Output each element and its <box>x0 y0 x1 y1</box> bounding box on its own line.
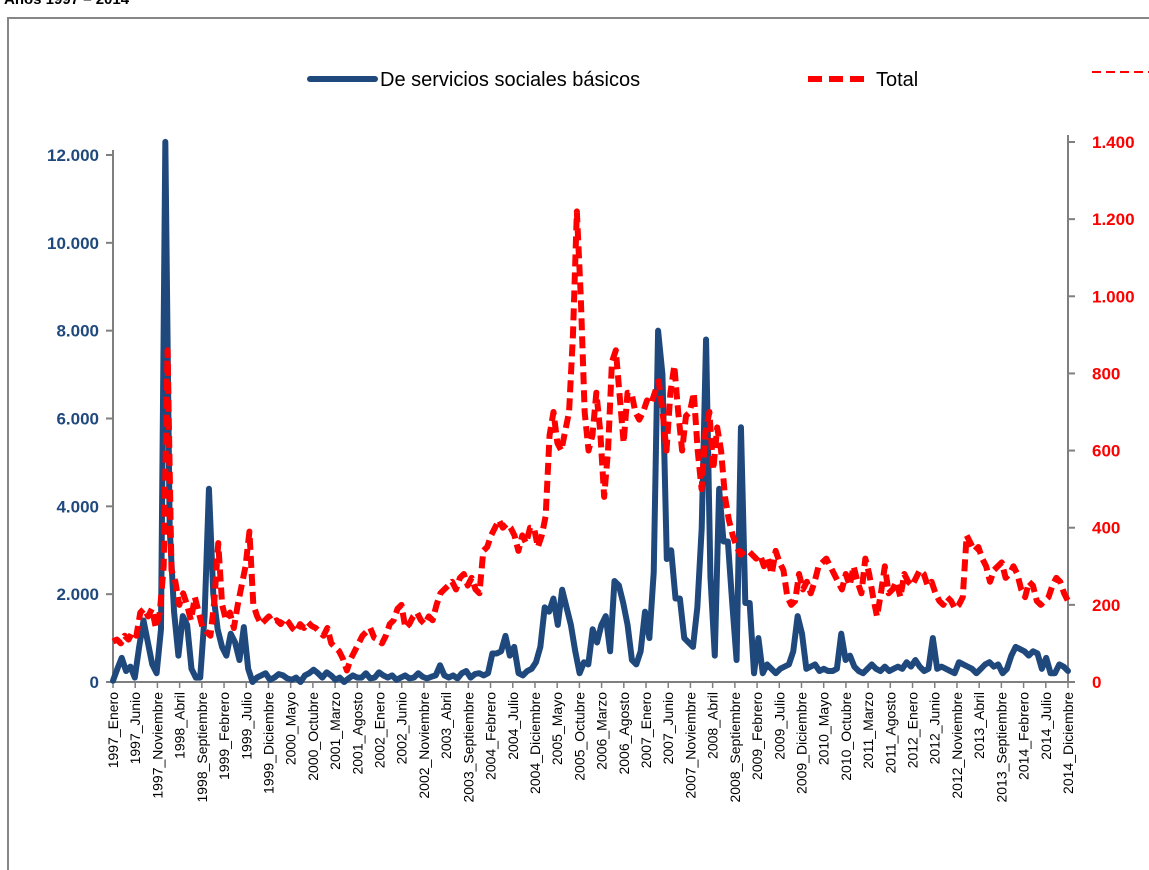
x-tick-label: 2009_Febrero <box>749 692 765 780</box>
y-right-tick-label: 1.200 <box>1092 210 1135 229</box>
x-tick-label: 2000_Octubre <box>305 692 321 781</box>
x-tick-label: 2014_Julio <box>1038 692 1054 760</box>
y-left-tick-label: 8.000 <box>56 322 99 341</box>
x-tick-label: 2011_Agosto <box>882 692 898 774</box>
legend-label-total: Total <box>876 69 918 91</box>
y-left-tick-label: 10.000 <box>47 234 99 253</box>
x-tick-label: 1997_Junio <box>127 692 143 765</box>
x-tick-label: 2000_Mayo <box>283 692 299 765</box>
x-tick-label: 2004_Diciembre <box>527 692 543 794</box>
y-right-tick-label: 800 <box>1092 364 1120 383</box>
x-tick-label: 2006_Agosto <box>616 692 632 775</box>
x-tick-label: 2001_Agosto <box>349 692 365 775</box>
series-line-total <box>111 208 1071 674</box>
y-left-tick-label: 0 <box>90 673 99 692</box>
x-tick-label: 2008_Abril <box>705 692 721 759</box>
y-right-tick-label: 600 <box>1092 442 1120 461</box>
series-line-servicios <box>110 138 1071 685</box>
x-tick-label: 1997_Noviembre <box>149 692 165 799</box>
x-tick-label: 1999_Julio <box>238 692 254 760</box>
x-tick-label: 2005_Mayo <box>549 692 565 765</box>
x-tick-label: 2003_Septiembre <box>460 692 476 803</box>
x-tick-label: 2006_Marzo <box>594 692 610 770</box>
x-tick-label: 2007_Noviembre <box>682 692 698 799</box>
x-tick-label: 2004_Julio <box>505 692 521 760</box>
x-tick-label: 2010_Octubre <box>838 692 854 781</box>
x-tick-label: 2013_Septiembre <box>993 692 1009 803</box>
y-right-tick-label: 0 <box>1092 673 1101 692</box>
x-tick-label: 1997_Enero <box>105 692 121 769</box>
y-left-tick-label: 2.000 <box>56 585 99 604</box>
x-tick-label: 2004_Febrero <box>483 692 499 780</box>
legend: De servicios sociales básicos Total <box>307 69 1149 91</box>
x-tick-label: 2014_Febrero <box>1016 692 1032 780</box>
y-left-tick-label: 12.000 <box>47 146 99 165</box>
x-tick-label: 2008_Septiembre <box>727 692 743 803</box>
x-tick-label: 2002_Junio <box>394 692 410 765</box>
series-layer <box>110 138 1071 685</box>
y-right-tick-label: 200 <box>1092 596 1120 615</box>
x-tick-label: 2007_Junio <box>660 692 676 765</box>
x-tick-label: 2007_Enero <box>638 692 654 769</box>
x-tick-label: 1999_Diciembre <box>260 692 276 794</box>
x-tick-label: 2009_Julio <box>771 692 787 760</box>
x-tick-label: 2003_Abril <box>438 692 454 759</box>
x-tick-label: 1999_Febrero <box>216 692 232 780</box>
x-tick-label: 2009_Diciembre <box>793 692 809 794</box>
x-tick-label: 1998_Septiembre <box>194 692 210 803</box>
axes: 0 2.000 4.000 6.000 8.000 10.000 12.000 0 200 400… <box>47 133 1135 803</box>
y-left-tick-label: 6.000 <box>56 410 99 429</box>
x-tick-label: 1998_Abril <box>172 692 188 759</box>
x-tick-label: 2005_Octubre <box>571 692 587 781</box>
x-tick-label: 2001_Marzo <box>327 692 343 770</box>
legend-label-servicios: De servicios sociales básicos <box>380 69 640 91</box>
x-tick-label: 2013_Abril <box>971 692 987 759</box>
x-tick-label: 2012_Noviembre <box>949 692 965 799</box>
y-left-tick-label: 4.000 <box>56 497 99 516</box>
x-tick-label: 2010_Mayo <box>816 692 832 765</box>
x-tick-label: 2014_Diciembre <box>1060 692 1076 794</box>
x-tick-label: 2011_Marzo <box>860 692 876 769</box>
y-right-tick-label: 1.000 <box>1092 287 1135 306</box>
chart-frame <box>7 17 1149 870</box>
x-tick-label: 2012_Junio <box>927 692 943 765</box>
y-right-tick-label: 400 <box>1092 519 1120 538</box>
x-tick-label: 2002_Enero <box>372 692 388 769</box>
x-tick-label: 2002_Noviembre <box>416 692 432 799</box>
chart-title-cut: Años 1997 – 2014 <box>4 0 129 8</box>
x-tick-label: 2012_Enero <box>905 692 921 769</box>
y-right-tick-label: 1.400 <box>1092 133 1135 152</box>
